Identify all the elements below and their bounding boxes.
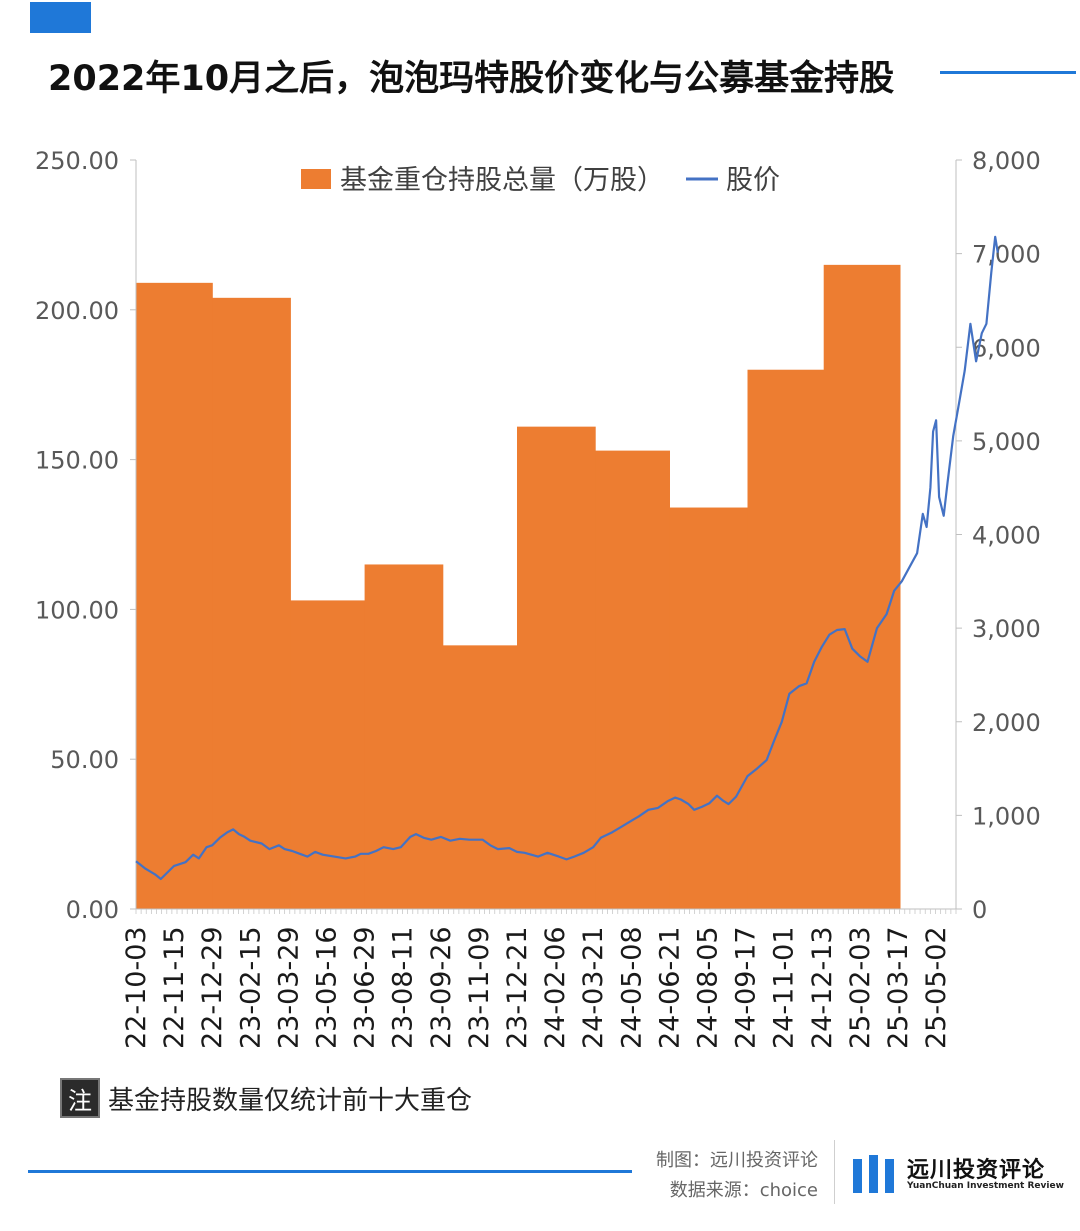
holdings-bar-6 xyxy=(517,426,596,909)
x-tick-label: 25-05-02 xyxy=(921,926,952,1049)
left-tick-label: 0.00 xyxy=(66,896,119,924)
note-badge: 注 xyxy=(60,1078,100,1118)
right-tick-label: 1,000 xyxy=(972,802,1041,830)
x-tick-label: 23-06-29 xyxy=(350,926,381,1049)
x-tick-label: 24-09-17 xyxy=(731,926,762,1049)
x-tick-label: 24-03-21 xyxy=(578,926,609,1049)
x-tick-label: 24-06-21 xyxy=(654,926,685,1049)
chart-title: 2022年10月之后，泡泡玛特股价变化与公募基金持股 xyxy=(48,59,895,99)
price-line xyxy=(135,235,999,881)
brand-divider xyxy=(834,1140,835,1204)
brand-logo-icon xyxy=(853,1155,894,1193)
x-tick-label: 24-12-13 xyxy=(807,926,838,1049)
x-tick-label: 24-02-06 xyxy=(540,926,571,1049)
x-tick-label: 23-09-26 xyxy=(426,926,457,1049)
x-tick-label: 25-02-03 xyxy=(845,926,876,1049)
x-tick-label: 23-11-09 xyxy=(464,926,495,1049)
note: 注 基金持股数量仅统计前十大重仓 xyxy=(60,1078,472,1118)
chart-svg: 0.00 50.00 100.00 150.00 200.00 250.00 0 1,000 2… xyxy=(35,147,1041,1049)
brand-name: 远川投资评论 xyxy=(907,1158,1046,1183)
credit-source: 数据来源：choice xyxy=(669,1180,818,1201)
holdings-bar-10 xyxy=(823,264,901,909)
right-tick-label: 2,000 xyxy=(972,709,1041,737)
x-tick-label: 23-08-11 xyxy=(388,926,419,1049)
right-tick-label: 5,000 xyxy=(972,428,1041,456)
right-tick-label: 8,000 xyxy=(972,147,1041,175)
left-tick-label: 50.00 xyxy=(50,746,119,774)
top-accent-tab xyxy=(30,2,91,33)
legend-bar-label: 基金重仓持股总量（万股） xyxy=(340,165,664,196)
x-tick-label: 25-03-17 xyxy=(883,926,914,1049)
credit-maker: 制图：远川投资评论 xyxy=(656,1150,818,1171)
x-tick-label: 22-10-03 xyxy=(121,926,152,1049)
x-tick-label: 24-05-08 xyxy=(616,926,647,1049)
right-tick-label: 3,000 xyxy=(972,615,1041,643)
x-tick-label: 24-08-05 xyxy=(693,926,724,1049)
x-tick-label: 22-11-15 xyxy=(159,926,190,1049)
holdings-bar-4 xyxy=(364,564,444,909)
x-tick-label: 24-11-01 xyxy=(769,926,800,1049)
left-tick-label: 250.00 xyxy=(35,147,119,175)
right-tick-label: 6,000 xyxy=(972,334,1041,362)
x-tick-label: 23-12-21 xyxy=(502,926,533,1049)
brand-subtitle: YuanChuan Investment Review xyxy=(907,1181,1064,1191)
legend-bar-swatch xyxy=(301,169,331,189)
x-tick-label: 23-02-15 xyxy=(235,926,266,1049)
right-tick-label: 4,000 xyxy=(972,522,1041,550)
x-tick-label: 22-12-29 xyxy=(197,926,228,1049)
right-tick-label: 7,000 xyxy=(972,241,1041,269)
holdings-bar-1 xyxy=(136,282,213,909)
x-tick-label: 23-05-16 xyxy=(312,926,343,1049)
holdings-bar-5 xyxy=(442,645,518,909)
left-tick-label: 150.00 xyxy=(35,447,119,475)
holdings-bar-7 xyxy=(595,450,670,909)
legend-line-label: 股价 xyxy=(726,165,780,196)
holdings-bar-8 xyxy=(669,507,749,909)
left-tick-label: 100.00 xyxy=(35,596,119,624)
footer-accent-rule xyxy=(28,1170,632,1173)
holdings-bar-3 xyxy=(290,600,366,909)
holdings-bar-9 xyxy=(747,369,825,910)
x-tick-label: 23-03-29 xyxy=(273,926,304,1049)
right-tick-label: 0 xyxy=(972,896,987,924)
holdings-bar-2 xyxy=(212,297,291,909)
left-tick-label: 200.00 xyxy=(35,297,119,325)
note-text: 基金持股数量仅统计前十大重仓 xyxy=(108,1085,473,1116)
title-accent-rule xyxy=(940,71,1076,74)
